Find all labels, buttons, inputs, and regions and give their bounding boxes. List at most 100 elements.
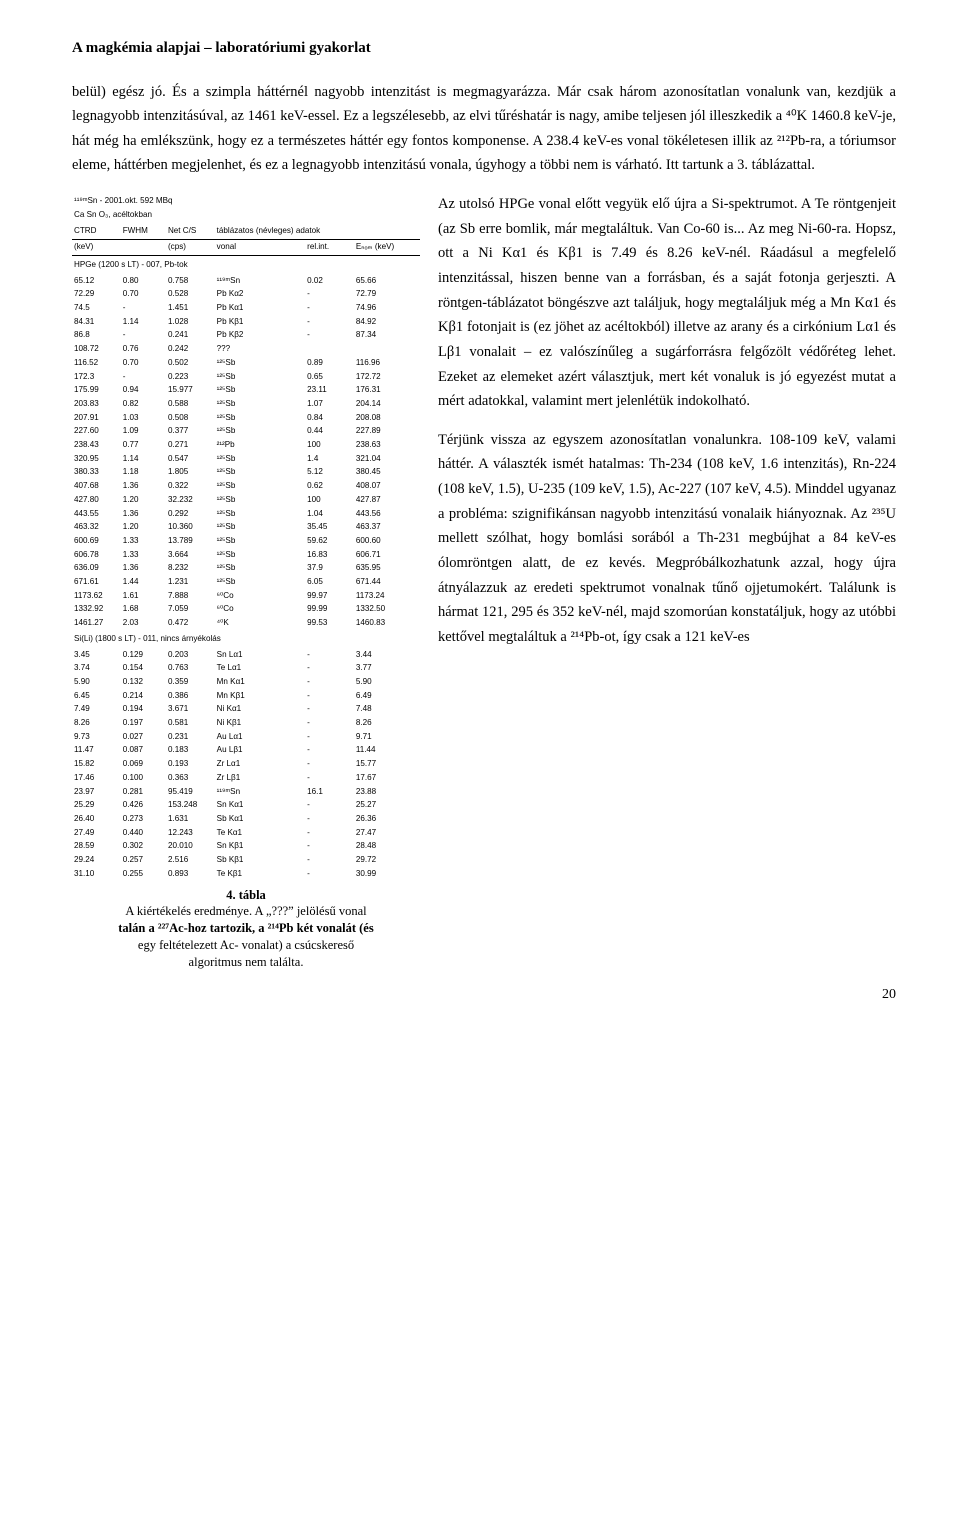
table-cell: 0.588 [166, 397, 215, 411]
table-cell: Ni Kα1 [215, 702, 305, 716]
table-cell: 1.451 [166, 301, 215, 315]
table-row: 427.801.2032.232¹²⁵Sb100427.87 [72, 493, 420, 507]
table-cell: Mn Kβ1 [215, 689, 305, 703]
table-cell: 1.36 [121, 561, 166, 575]
table-row: 172.3-0.223¹²⁵Sb0.65172.72 [72, 370, 420, 384]
table-cell: 0.472 [166, 616, 215, 630]
table-row: 175.990.9415.977¹²⁵Sb23.11176.31 [72, 383, 420, 397]
table-cell: ⁶⁰Co [215, 589, 305, 603]
table-row: 600.691.3313.789¹²⁵Sb59.62600.60 [72, 534, 420, 548]
table-cell: - [305, 743, 354, 757]
table-cell: ¹²⁵Sb [215, 493, 305, 507]
table-cell: 1.07 [305, 397, 354, 411]
table-cell: 176.31 [354, 383, 420, 397]
table-cell: Au Lβ1 [215, 743, 305, 757]
table-cell: 227.60 [72, 424, 121, 438]
table-row: 5.900.1320.359Mn Kα1-5.90 [72, 675, 420, 689]
table-header-row-1: CTRD FWHM Net C/S táblázatos (névleges) … [72, 223, 420, 239]
table-cell: 0.302 [121, 839, 166, 853]
table-section-2: Si(Li) (1800 s LT) - 011, nincs árnyékol… [72, 630, 420, 648]
table-cell: 407.68 [72, 479, 121, 493]
table-cell: 0.94 [121, 383, 166, 397]
table-cell: - [305, 757, 354, 771]
table-cell: 11.44 [354, 743, 420, 757]
table-cell: 72.79 [354, 287, 420, 301]
table-cell: 1.68 [121, 602, 166, 616]
table-cell: ¹²⁵Sb [215, 534, 305, 548]
table-cell: 5.90 [354, 675, 420, 689]
table-cell: - [305, 315, 354, 329]
table-cell: 23.88 [354, 785, 420, 799]
table-cell: 1.20 [121, 493, 166, 507]
table-cell: 0.02 [305, 274, 354, 288]
table-cell: 16.1 [305, 785, 354, 799]
table-cell: Pb Kα1 [215, 301, 305, 315]
table-cell: 1.4 [305, 452, 354, 466]
table-cell: 27.47 [354, 826, 420, 840]
table-cell: 59.62 [305, 534, 354, 548]
table-cell: 1.36 [121, 507, 166, 521]
caption-label: 4. tábla [226, 888, 266, 902]
table-cell: 1.20 [121, 520, 166, 534]
table-cell: 2.516 [166, 853, 215, 867]
table-cell: 95.419 [166, 785, 215, 799]
table-cell: 0.70 [121, 287, 166, 301]
table-cell: 0.84 [305, 411, 354, 425]
table-cell: 28.59 [72, 839, 121, 853]
table-cell: 2.03 [121, 616, 166, 630]
table-cell: Te Kα1 [215, 826, 305, 840]
table-cell: 0.273 [121, 812, 166, 826]
table-row: 1173.621.617.888⁶⁰Co99.971173.24 [72, 589, 420, 603]
table-cell: 0.255 [121, 867, 166, 881]
table-cell: 600.69 [72, 534, 121, 548]
table-cell: Zr Lα1 [215, 757, 305, 771]
table-cell: ¹²⁵Sb [215, 411, 305, 425]
table-cell: 99.97 [305, 589, 354, 603]
table-cell: 0.76 [121, 342, 166, 356]
table-cell: 116.52 [72, 356, 121, 370]
table-cell: 636.09 [72, 561, 121, 575]
table-cell: 27.49 [72, 826, 121, 840]
table-cell: - [305, 771, 354, 785]
table-cell: 16.83 [305, 548, 354, 562]
table-cell: 25.27 [354, 798, 420, 812]
table-cell: 8.232 [166, 561, 215, 575]
table-cell: 0.241 [166, 328, 215, 342]
table-cell: - [305, 702, 354, 716]
table-cell: Te Kβ1 [215, 867, 305, 881]
table-cell: 7.888 [166, 589, 215, 603]
table-cell: Pb Kβ1 [215, 315, 305, 329]
table-cell: 17.67 [354, 771, 420, 785]
table-cell: ¹²⁵Sb [215, 370, 305, 384]
table-cell: 0.223 [166, 370, 215, 384]
table-body-2: 3.450.1290.203Sn Lα1-3.443.740.1540.763T… [72, 648, 420, 881]
table-cell: 0.193 [166, 757, 215, 771]
table-cell: 0.65 [305, 370, 354, 384]
table-row: 203.830.820.588¹²⁵Sb1.07204.14 [72, 397, 420, 411]
right-paragraph-1: Az utolsó HPGe vonal előtt vegyük elő új… [438, 192, 896, 414]
table-cell: 30.99 [354, 867, 420, 881]
table-cell: 238.63 [354, 438, 420, 452]
table-row: 320.951.140.547¹²⁵Sb1.4321.04 [72, 452, 420, 466]
table-cell [305, 342, 354, 356]
table-section-1: HPGe (1200 s LT) - 007, Pb-tok [72, 255, 420, 273]
table-cell: 0.502 [166, 356, 215, 370]
table-cell: Te Lα1 [215, 661, 305, 675]
table-cell: 3.77 [354, 661, 420, 675]
table-cell: 0.271 [166, 438, 215, 452]
table-cell: 13.789 [166, 534, 215, 548]
table-row: 1461.272.030.472⁴⁰K99.531460.83 [72, 616, 420, 630]
table-cell: 463.32 [72, 520, 121, 534]
table-cell: ⁶⁰Co [215, 602, 305, 616]
table-cell: ¹²⁵Sb [215, 561, 305, 575]
table-cell: 1.805 [166, 465, 215, 479]
table-cell: 0.129 [121, 648, 166, 662]
table-cell: 0.214 [121, 689, 166, 703]
table-cell: 29.72 [354, 853, 420, 867]
table-row: 1332.921.687.059⁶⁰Co99.991332.50 [72, 602, 420, 616]
table-row: 28.590.30220.010Sn Kβ1-28.48 [72, 839, 420, 853]
table-cell: - [121, 370, 166, 384]
table-row: 84.311.141.028Pb Kβ1-84.92 [72, 315, 420, 329]
table-cell: 65.12 [72, 274, 121, 288]
table-cell: 0.44 [305, 424, 354, 438]
